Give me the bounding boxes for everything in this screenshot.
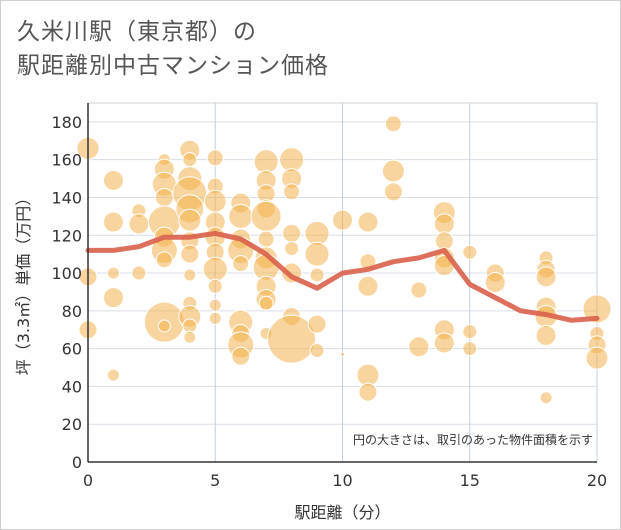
data-bubble [206,149,224,167]
data-bubble [340,351,345,357]
data-bubble [154,187,174,207]
y-tick-label: 180 [51,113,82,132]
y-tick-label: 80 [62,302,82,321]
data-bubble [434,231,454,251]
x-tick-label: 20 [587,471,607,490]
data-bubble [102,211,124,233]
data-bubble [128,213,150,235]
data-bubble [102,287,124,309]
data-bubble [267,314,317,364]
data-bubble [358,382,378,402]
data-bubble [207,278,223,294]
data-bubble [232,255,250,273]
data-bubble [462,324,478,340]
data-bubble [183,268,197,282]
x-tick-label: 10 [332,471,352,490]
data-bubble [304,241,330,267]
data-bubble [180,244,200,264]
data-bubble [484,272,506,293]
data-bubble [182,152,198,168]
x-tick-label: 15 [460,471,480,490]
data-bubble [178,208,202,232]
data-bubble [309,267,325,283]
y-axis-title: 坪（3.3㎡）単価（万円） [14,190,33,375]
data-bubble [155,251,173,269]
bubble-size-note: 円の大きさは、取引のあった物件面積を示す [353,432,593,447]
data-bubble [208,298,222,312]
data-bubble [208,311,222,325]
data-bubble [231,346,251,366]
data-bubble [433,332,455,354]
data-bubble [106,368,120,382]
y-tick-label: 140 [51,188,82,207]
data-bubble [585,346,609,370]
data-bubble [582,294,612,324]
data-bubble [357,275,379,297]
data-bubble [535,324,557,346]
data-bubble [203,189,227,213]
y-tick-label: 60 [62,340,82,359]
data-bubble [332,209,353,231]
data-bubble [539,391,553,405]
data-bubble [535,266,557,288]
chart-title: 久米川駅（東京都）の 駅距離別中古マンション価格 [17,19,329,79]
y-tick-label: 0 [72,453,82,472]
data-bubble [384,115,402,133]
data-bubble [283,183,301,201]
data-bubble [183,330,197,344]
data-bubble [257,230,275,248]
data-bubble [381,159,405,183]
data-bubble [433,213,455,235]
data-bubble [383,182,403,202]
data-bubble [307,314,327,334]
x-axis-title: 駅距離（分） [294,503,390,522]
data-bubble [282,223,302,243]
data-bubble [250,200,282,232]
data-bubble [357,211,379,233]
data-bubble [462,341,478,357]
data-bubble [284,240,300,256]
data-bubble [102,169,124,191]
y-tick-label: 20 [62,415,82,434]
data-bubble [228,203,254,229]
y-tick-label: 120 [51,226,82,245]
data-bubble [258,295,274,311]
data-bubble [157,319,171,333]
data-bubble [106,266,120,280]
data-bubble [202,256,228,282]
data-bubble [410,281,428,299]
y-tick-label: 160 [51,151,82,170]
data-bubble [408,336,430,358]
x-tick-label: 5 [210,471,220,490]
x-tick-label: 0 [83,471,93,490]
data-bubble [309,343,325,359]
data-bubble [462,244,478,260]
y-tick-label: 100 [51,264,82,283]
data-bubble [131,265,147,281]
y-tick-label: 40 [62,377,82,396]
trend-line [85,230,600,323]
